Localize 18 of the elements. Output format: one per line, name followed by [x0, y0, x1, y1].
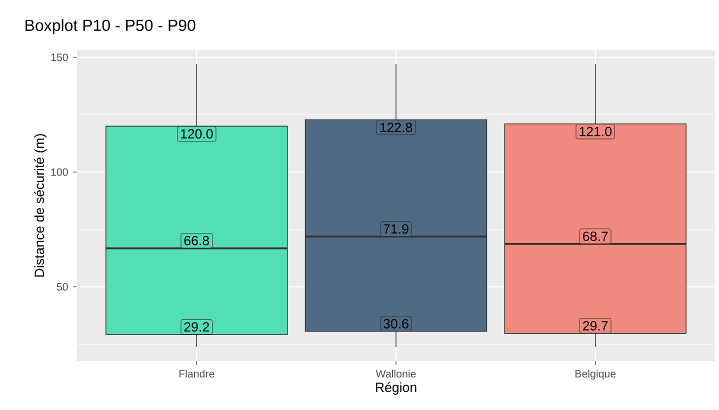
annotation: 120.0 [180, 129, 213, 139]
annotation: 66.8 [184, 236, 210, 246]
annotation: 29.7 [583, 321, 608, 331]
annotation: 68.7 [583, 232, 608, 241]
y-axis-title: Distance de sécurité (m) [34, 134, 47, 277]
x-tick-label: Belgique [575, 370, 616, 380]
x-tick-label: Flandre [179, 370, 214, 378]
chart-title: Boxplot P10 - P50 - P90 [26, 19, 196, 34]
x-tick-label: Wallonie [376, 370, 416, 378]
x-axis-title: Région [376, 382, 416, 395]
y-tick-label: 100 [51, 168, 68, 176]
annotation: 30.6 [384, 319, 408, 328]
annotation: 29.2 [184, 322, 209, 332]
annotation: 122.8 [380, 122, 412, 132]
annotation: 71.9 [384, 224, 408, 234]
y-tick-label: 50 [56, 283, 68, 291]
y-tick-label: 150 [51, 54, 68, 62]
annotation: 121.0 [580, 126, 612, 136]
